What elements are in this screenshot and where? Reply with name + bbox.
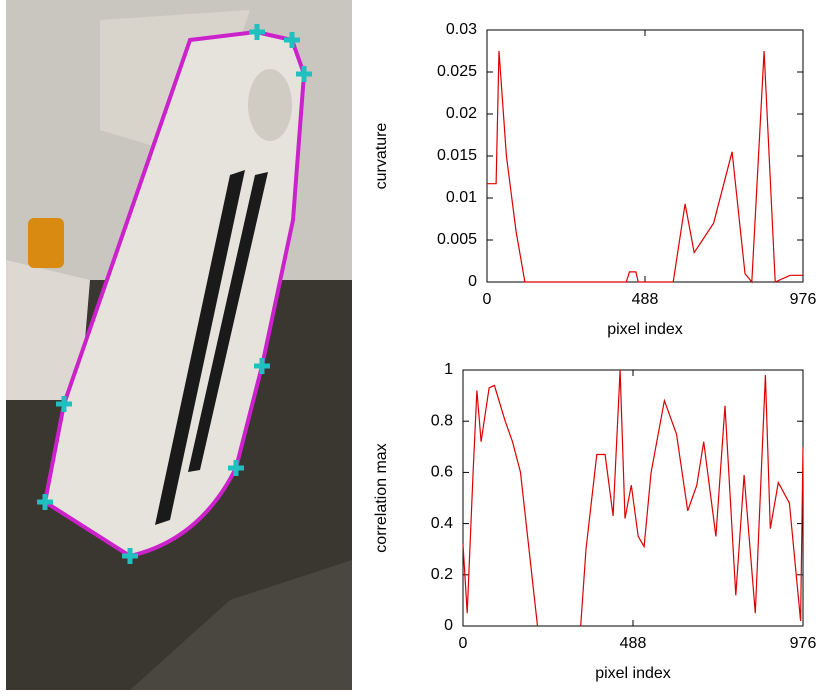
y-tick-label: 0.025: [437, 63, 477, 80]
x-tick-label: 488: [620, 635, 647, 652]
x-tick-label: 0: [483, 291, 492, 308]
y-tick-label: 0.03: [446, 21, 477, 38]
plot-frame: [486, 29, 804, 283]
y-tick-label: 0: [468, 273, 477, 290]
data-line: [487, 50, 803, 284]
y-tick-label: 0.6: [431, 464, 453, 481]
photo-stripe: [155, 170, 245, 525]
x-tick-label: 976: [790, 291, 817, 308]
y-tick-label: 0.02: [446, 105, 477, 122]
x-axis-label: pixel index: [595, 665, 671, 682]
y-axis-label: curvature: [373, 123, 390, 190]
y-tick-label: 1: [444, 361, 453, 378]
y-tick-label: 0.005: [437, 231, 477, 248]
y-tick-label: 0.4: [431, 515, 453, 532]
x-tick-label: 488: [632, 291, 659, 308]
y-tick-label: 0: [444, 617, 453, 634]
y-tick-label: 0.8: [431, 412, 453, 429]
photo-floor: [130, 560, 352, 690]
photo-base: [6, 260, 90, 400]
photo: [6, 0, 352, 690]
y-axis-label: correlation max: [373, 443, 390, 552]
photo-lamp: [28, 218, 64, 268]
photo-stripe: [188, 172, 268, 472]
photo-markers: [37, 24, 312, 564]
data-line: [462, 369, 804, 627]
y-tick-label: 0.01: [446, 189, 477, 206]
y-tick-label: 0.015: [437, 147, 477, 164]
y-tick-label: 0.2: [431, 566, 453, 583]
x-axis-label: pixel index: [607, 321, 683, 338]
x-tick-label: 976: [790, 635, 817, 652]
photo-disc: [248, 69, 292, 141]
x-tick-label: 0: [459, 635, 468, 652]
